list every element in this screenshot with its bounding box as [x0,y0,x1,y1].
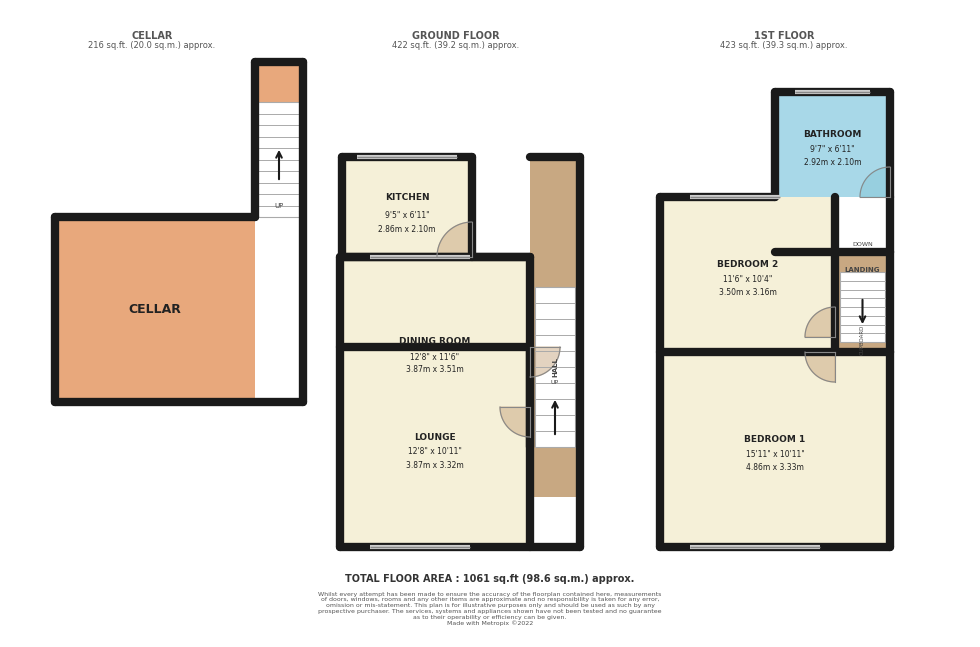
Text: LANDING: LANDING [845,267,880,273]
Polygon shape [437,222,472,257]
Text: KITCHEN: KITCHEN [385,193,429,201]
Text: 11'6" x 10'4": 11'6" x 10'4" [723,275,772,284]
Text: 9'7" x 6'11": 9'7" x 6'11" [810,145,855,154]
Bar [340,347,530,547]
Polygon shape [530,347,560,377]
Text: BEDROOM 2: BEDROOM 2 [717,260,778,269]
Text: UP: UP [551,380,559,384]
Text: GROUND FLOOR: GROUND FLOOR [412,30,500,41]
Bar [340,257,530,447]
Text: Whilst every attempt has been made to ensure the accuracy of the floorplan conta: Whilst every attempt has been made to en… [318,591,662,626]
Bar [660,352,890,547]
Text: 9'5" x 6'11": 9'5" x 6'11" [385,210,429,219]
Text: 12'8" x 10'11": 12'8" x 10'11" [408,448,462,457]
Bar [840,272,885,342]
Bar [835,252,890,352]
Text: 4.86m x 3.33m: 4.86m x 3.33m [746,463,804,472]
Text: 216 sq.ft. (20.0 sq.m.) approx.: 216 sq.ft. (20.0 sq.m.) approx. [88,41,216,50]
Text: DINING ROOM: DINING ROOM [399,338,470,347]
Text: BATHROOM: BATHROOM [804,130,861,139]
Bar [660,197,835,352]
Bar [775,92,890,197]
Text: 3.50m x 3.16m: 3.50m x 3.16m [718,288,776,297]
Text: CUPBOARD: CUPBOARD [860,325,865,355]
Text: 1ST FLOOR: 1ST FLOOR [754,30,814,41]
Text: 15'11" x 10'11": 15'11" x 10'11" [746,450,805,459]
Polygon shape [805,307,835,337]
Text: TOTAL FLOOR AREA : 1061 sq.ft (98.6 sq.m.) approx.: TOTAL FLOOR AREA : 1061 sq.ft (98.6 sq.m… [345,574,635,584]
Bar [835,297,890,352]
Text: 3.87m x 3.32m: 3.87m x 3.32m [406,461,464,470]
Bar [255,62,303,102]
Text: 423 sq.ft. (39.3 sq.m.) approx.: 423 sq.ft. (39.3 sq.m.) approx. [720,41,848,50]
Bar [530,157,580,497]
Bar [255,102,303,217]
Text: CELLAR: CELLAR [128,303,181,316]
Text: 422 sq.ft. (39.2 sq.m.) approx.: 422 sq.ft. (39.2 sq.m.) approx. [392,41,519,50]
Bar [342,157,472,257]
Polygon shape [805,352,835,382]
Text: CELLAR: CELLAR [131,30,172,41]
Text: BEDROOM 1: BEDROOM 1 [745,435,806,444]
Bar [535,287,575,447]
Text: UP: UP [274,203,283,209]
Text: LOUNGE: LOUNGE [415,432,456,441]
Text: DOWN: DOWN [853,242,873,247]
Text: 12'8" x 11'6": 12'8" x 11'6" [411,353,460,362]
Polygon shape [860,167,890,197]
Text: 2.92m x 2.10m: 2.92m x 2.10m [804,158,861,167]
Text: 3.87m x 3.51m: 3.87m x 3.51m [406,366,464,375]
Text: HALL: HALL [552,357,558,377]
Bar [55,217,255,402]
Text: 2.86m x 2.10m: 2.86m x 2.10m [378,226,436,234]
Polygon shape [500,407,530,437]
